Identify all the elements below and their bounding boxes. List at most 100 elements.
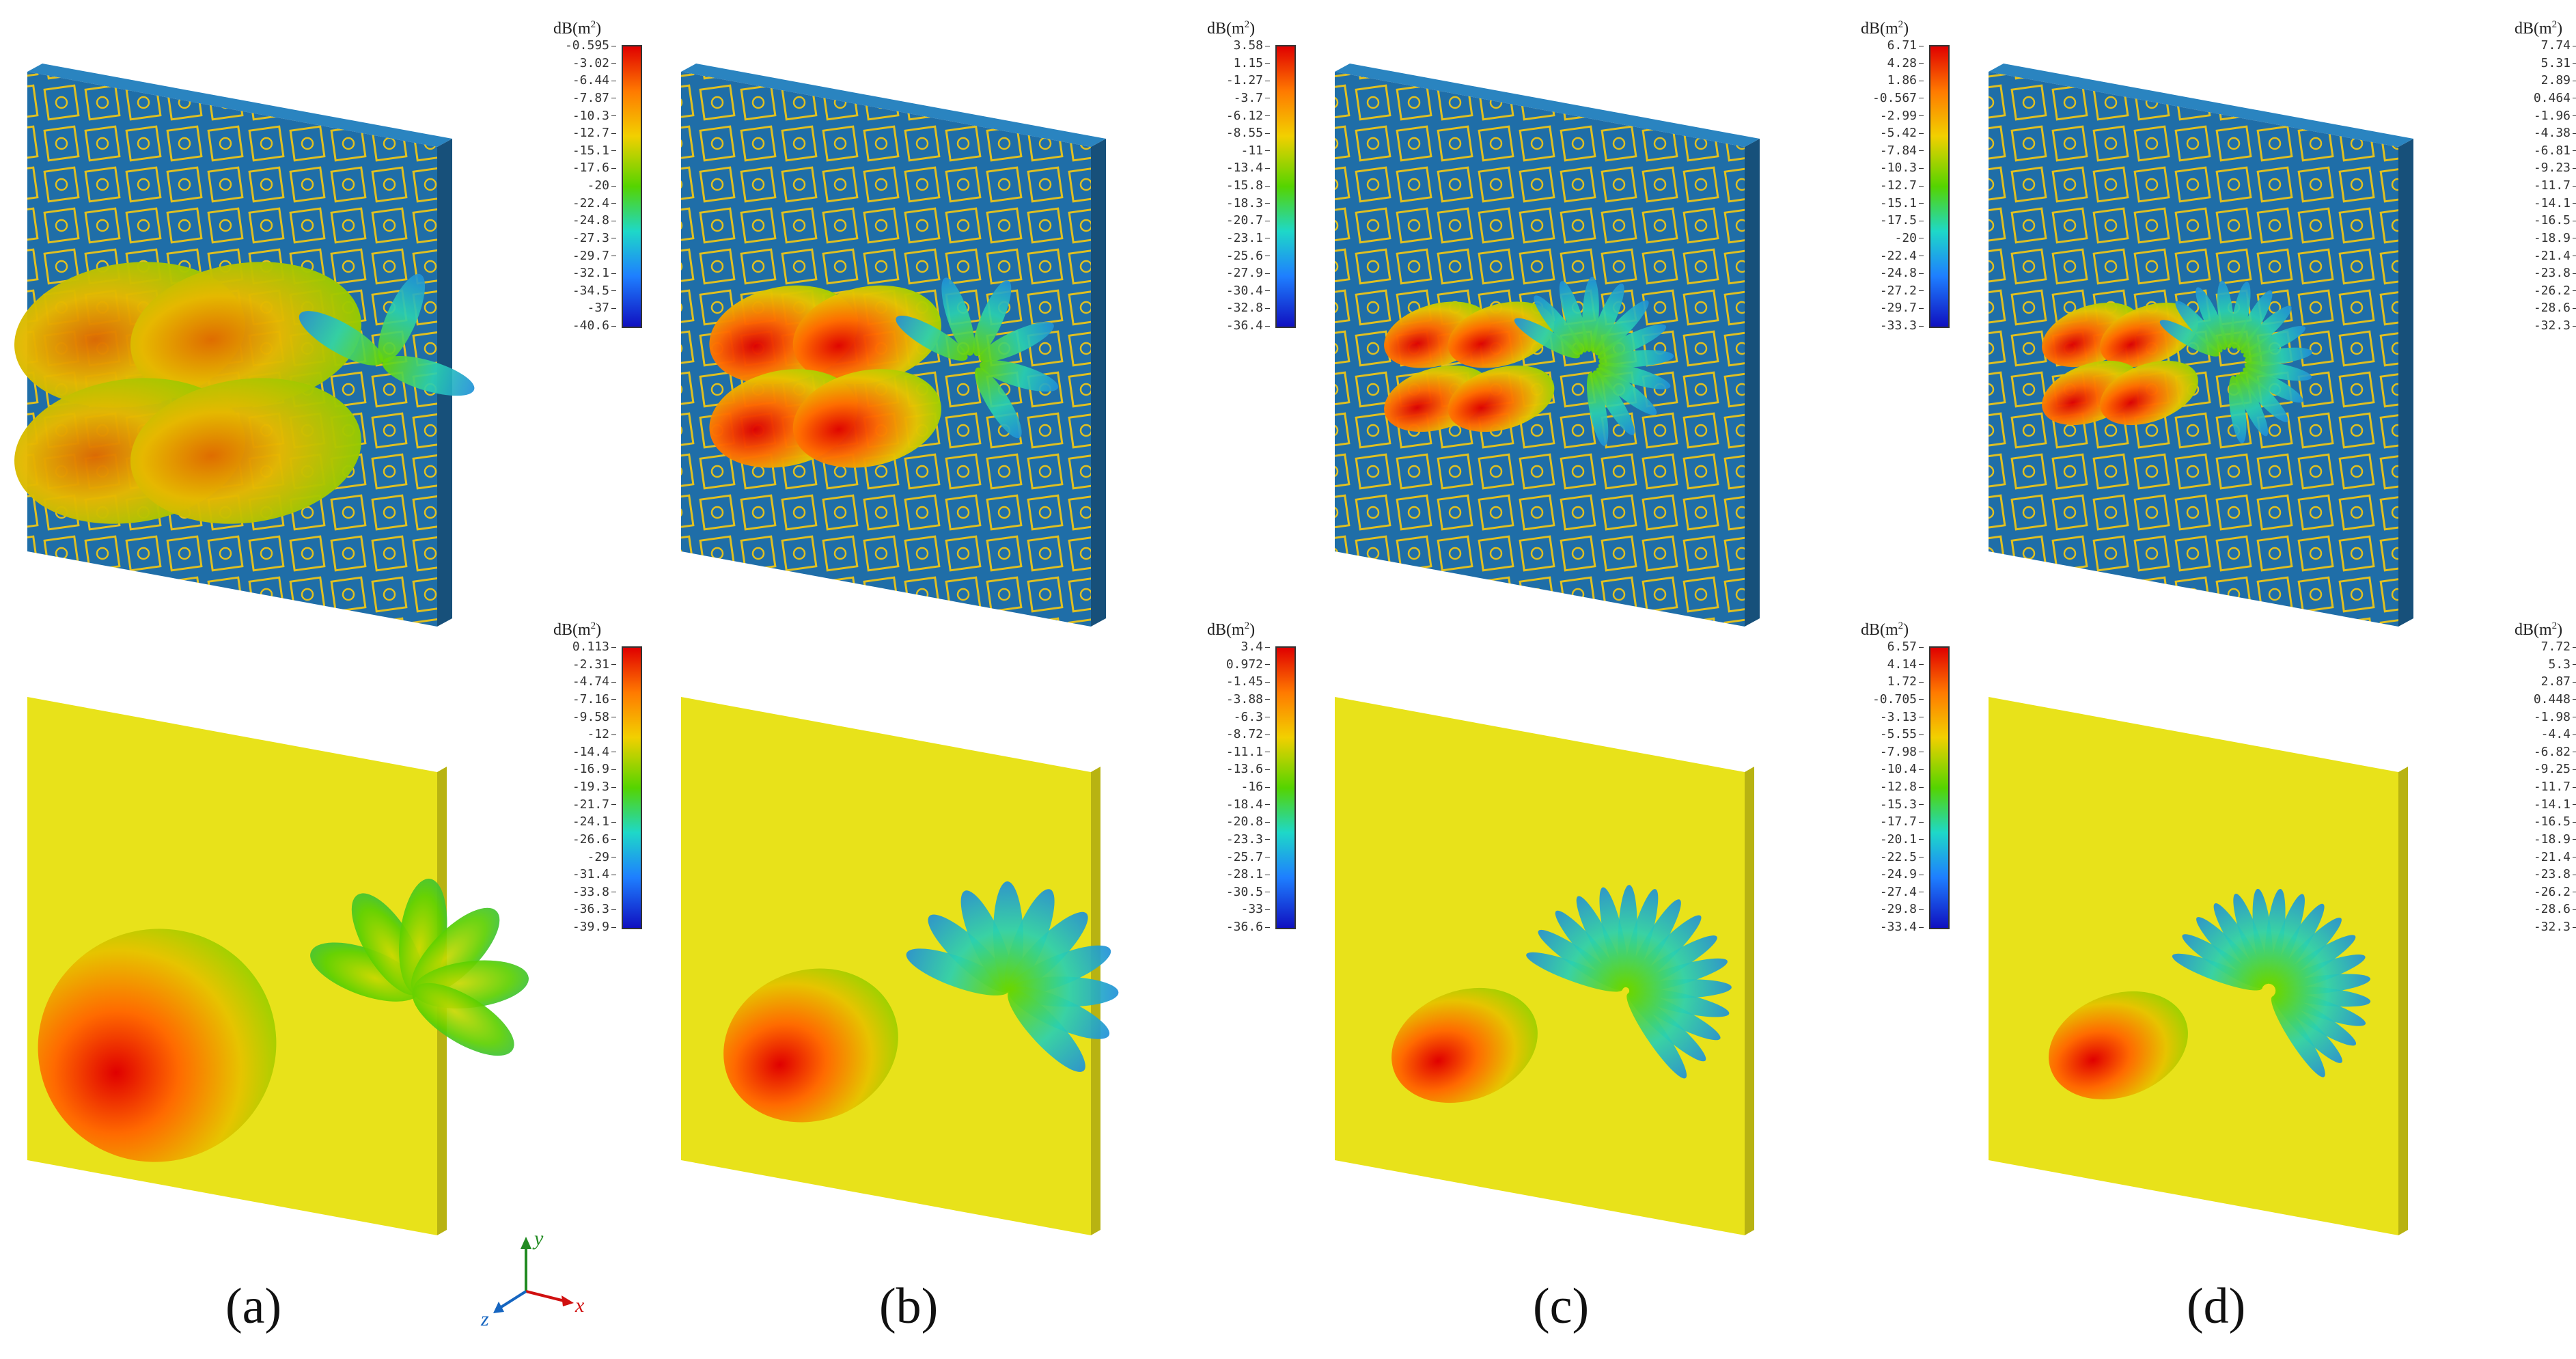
- side-lobe: [2196, 287, 2228, 350]
- side-lobe: [2265, 888, 2286, 985]
- colorbar-tick: 6.71: [1887, 38, 1924, 53]
- colorbar-tick: -12.7: [1879, 178, 1924, 193]
- colorbar-tick: -20: [1894, 230, 1924, 245]
- colorbar-tick: -11.7: [2533, 780, 2576, 794]
- side-lobe: [2217, 280, 2234, 349]
- specular-lobe: [38, 929, 277, 1162]
- colorbar-tick-labels: 3.4 0.972 -1.45 -3.88 -6.3 -8.72 -11.1 -13.6 -16…: [1202, 640, 1271, 934]
- colorbar-tick: -29.8: [1879, 902, 1924, 917]
- colorbar-tick: -16.5: [2533, 814, 2576, 829]
- side-lobe: [1596, 367, 1657, 415]
- unit-text: dB(m: [1207, 20, 1245, 38]
- unit-superscript: 2: [1244, 19, 1250, 30]
- z-axis-arrow: [499, 1290, 527, 1309]
- panel-caption-c: (c): [1533, 1278, 1590, 1334]
- side-lobe: [2230, 282, 2251, 349]
- side-lobe: [299, 311, 383, 366]
- unit-text: dB(m: [1861, 621, 1898, 639]
- colorbar-tick: -33.8: [572, 884, 617, 899]
- plate-top-edge: [1335, 64, 1760, 147]
- colorbar-tick: 5.3: [2548, 657, 2576, 672]
- side-lobe: [975, 367, 1022, 439]
- colorbar-unit-label: dB(m2): [1861, 19, 1909, 38]
- colorbar-tick: -19.3: [572, 780, 617, 794]
- y-axis-arrowhead: [521, 1237, 531, 1249]
- main-lobe: [130, 378, 361, 524]
- plate-top-edge: [1989, 64, 2413, 147]
- colorbar-tick: -0.595: [564, 38, 617, 53]
- colorbar-tick: -6.81: [2533, 143, 2576, 158]
- metasurface-plate: [1989, 64, 2413, 627]
- unit-text-end: ): [1249, 20, 1256, 38]
- colorbar-tick: 0.972: [1225, 657, 1271, 672]
- colorbar-tick: -27.9: [1225, 266, 1271, 281]
- side-lobe: [2243, 326, 2305, 358]
- colorbar-tick: -23.3: [1225, 832, 1271, 847]
- side-lobe: [973, 280, 1012, 357]
- unit-text: dB(m: [553, 621, 591, 639]
- colorbar-tick: -16.5: [2533, 213, 2576, 228]
- side-lobe: [382, 355, 475, 396]
- side-lobe: [1514, 318, 1580, 359]
- colorbar-tick: 1.15: [1233, 55, 1271, 70]
- colorbar-tick: -7.16: [572, 691, 617, 706]
- colorbar-tick: 3.4: [1241, 640, 1270, 654]
- colorbar-tick: -39.9: [572, 920, 617, 934]
- colorbar-tick: -8.72: [1225, 727, 1271, 742]
- side-lobe: [979, 322, 1054, 362]
- scattering-pattern-lobes: [38, 879, 529, 1162]
- side-lobe: [896, 315, 968, 361]
- colorbar-tick: -23.8: [2533, 867, 2576, 882]
- main-lobe: [1448, 365, 1555, 433]
- side-lobe: [378, 273, 426, 363]
- colorbar-tick: -26.2: [2533, 283, 2576, 298]
- unit-text-end: ): [2557, 621, 2563, 639]
- side-lobe: [1008, 989, 1085, 1072]
- side-lobe: [2228, 375, 2247, 443]
- panel-d: [1989, 64, 2413, 1235]
- colorbar-tick: -1.27: [1225, 73, 1271, 88]
- scattering-pattern-lobes: [14, 262, 475, 524]
- colorbar-tick-labels: 7.72 5.3 2.87 0.448 -1.98 -4.4 -6.82 -9.25 -11.7…: [2509, 640, 2576, 934]
- colorbar-gradient: [622, 45, 642, 328]
- specular-lobe: [2049, 991, 2188, 1100]
- x-axis-label: x: [574, 1294, 585, 1317]
- colorbar-tick: -33.3: [1879, 318, 1924, 333]
- side-lobe: [1559, 281, 1588, 353]
- colorbar-tick: -21.4: [2533, 248, 2576, 263]
- colorbar-tick: -3.7: [1233, 90, 1271, 105]
- colorbar-tick: -29.7: [1879, 301, 1924, 316]
- side-lobe: [2275, 991, 2366, 1026]
- colorbar-tick: -22.4: [1879, 248, 1924, 263]
- unit-text: dB(m: [2515, 20, 2552, 38]
- unit-text: dB(m: [553, 20, 591, 38]
- unit-text-end: ): [1249, 621, 1256, 639]
- colorbar-tick: -40.6: [572, 318, 617, 333]
- side-lobe: [1598, 350, 1674, 368]
- plate-side-edge: [1091, 139, 1106, 627]
- plate-side-edge: [2398, 767, 2408, 1235]
- colorbar-tick: -37: [587, 301, 616, 316]
- side-lobe: [2172, 953, 2262, 991]
- plate-side-edge: [2398, 139, 2413, 627]
- scattering-pattern-lobes: [1384, 277, 1674, 446]
- colorbar-tick-labels: 6.57 4.14 1.72 -0.705 -3.13 -5.55 -7.98 -10.4 -1…: [1855, 640, 1924, 934]
- colorbar-tick: -30.4: [1225, 283, 1271, 298]
- colorbar-tick: -36.3: [572, 902, 617, 917]
- colorbar-tick: -23.1: [1225, 230, 1271, 245]
- main-lobe: [792, 369, 941, 468]
- colorbar-tick: -7.98: [1879, 744, 1924, 759]
- colorbar-gradient: [1929, 45, 1950, 328]
- colorbar-tick: -27.2: [1879, 283, 1924, 298]
- colorbar-tick: -17.5: [1879, 213, 1924, 228]
- plate-side-edge: [1745, 767, 1754, 1235]
- colorbar-tick-labels: 3.58 1.15 -1.27 -3.7 -6.12 -8.55 -11 -13.4 -15.8…: [1202, 38, 1271, 333]
- colorbar-tick: -2.99: [1879, 108, 1924, 123]
- colorbar-tick: -23.8: [2533, 266, 2576, 281]
- panel-b: [681, 64, 1119, 1235]
- colorbar-tick: -0.705: [1872, 691, 1924, 706]
- scattering-pattern-lobes: [723, 881, 1119, 1123]
- side-lobe: [1590, 283, 1624, 353]
- colorbar-tick: -6.12: [1225, 108, 1271, 123]
- scattering-pattern-lobes: [2042, 280, 2313, 443]
